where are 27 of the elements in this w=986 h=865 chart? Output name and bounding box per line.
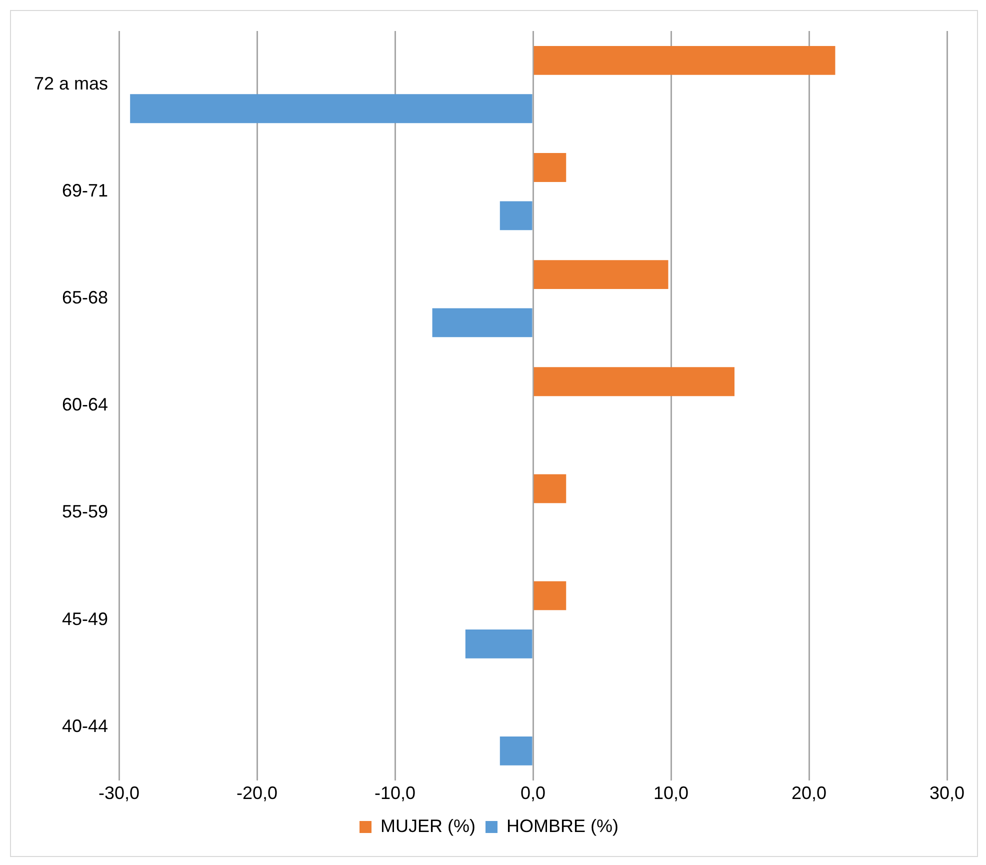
bar — [465, 629, 532, 658]
x-tick-label: 30,0 — [929, 783, 965, 804]
legend-label: MUJER (%) — [380, 816, 476, 836]
y-tick-label: 65-68 — [62, 288, 108, 308]
y-tick-label: 60-64 — [62, 394, 108, 415]
x-tick-label: 20,0 — [791, 783, 827, 804]
x-tick-label: 0,0 — [520, 783, 546, 804]
bar — [130, 94, 532, 124]
x-tick-label: -30,0 — [98, 783, 140, 804]
bar — [534, 153, 566, 182]
bar — [534, 260, 668, 290]
x-tick-label: -10,0 — [374, 783, 416, 804]
y-tick-label: 45-49 — [62, 608, 108, 629]
bar — [534, 474, 566, 504]
bar — [534, 46, 836, 75]
y-tick-label: 55-59 — [62, 502, 108, 522]
bar — [534, 581, 566, 610]
x-tick-label: -20,0 — [236, 783, 278, 804]
bar — [500, 201, 532, 230]
y-tick-label: 69-71 — [62, 180, 108, 201]
x-tick-label: 10,0 — [653, 783, 689, 804]
y-tick-label: 72 a mas — [34, 73, 108, 94]
bar — [432, 308, 532, 338]
bar — [534, 367, 734, 396]
y-tick-label: 40-44 — [62, 716, 108, 736]
bar — [500, 736, 532, 766]
legend-label: HOMBRE (%) — [506, 816, 618, 836]
